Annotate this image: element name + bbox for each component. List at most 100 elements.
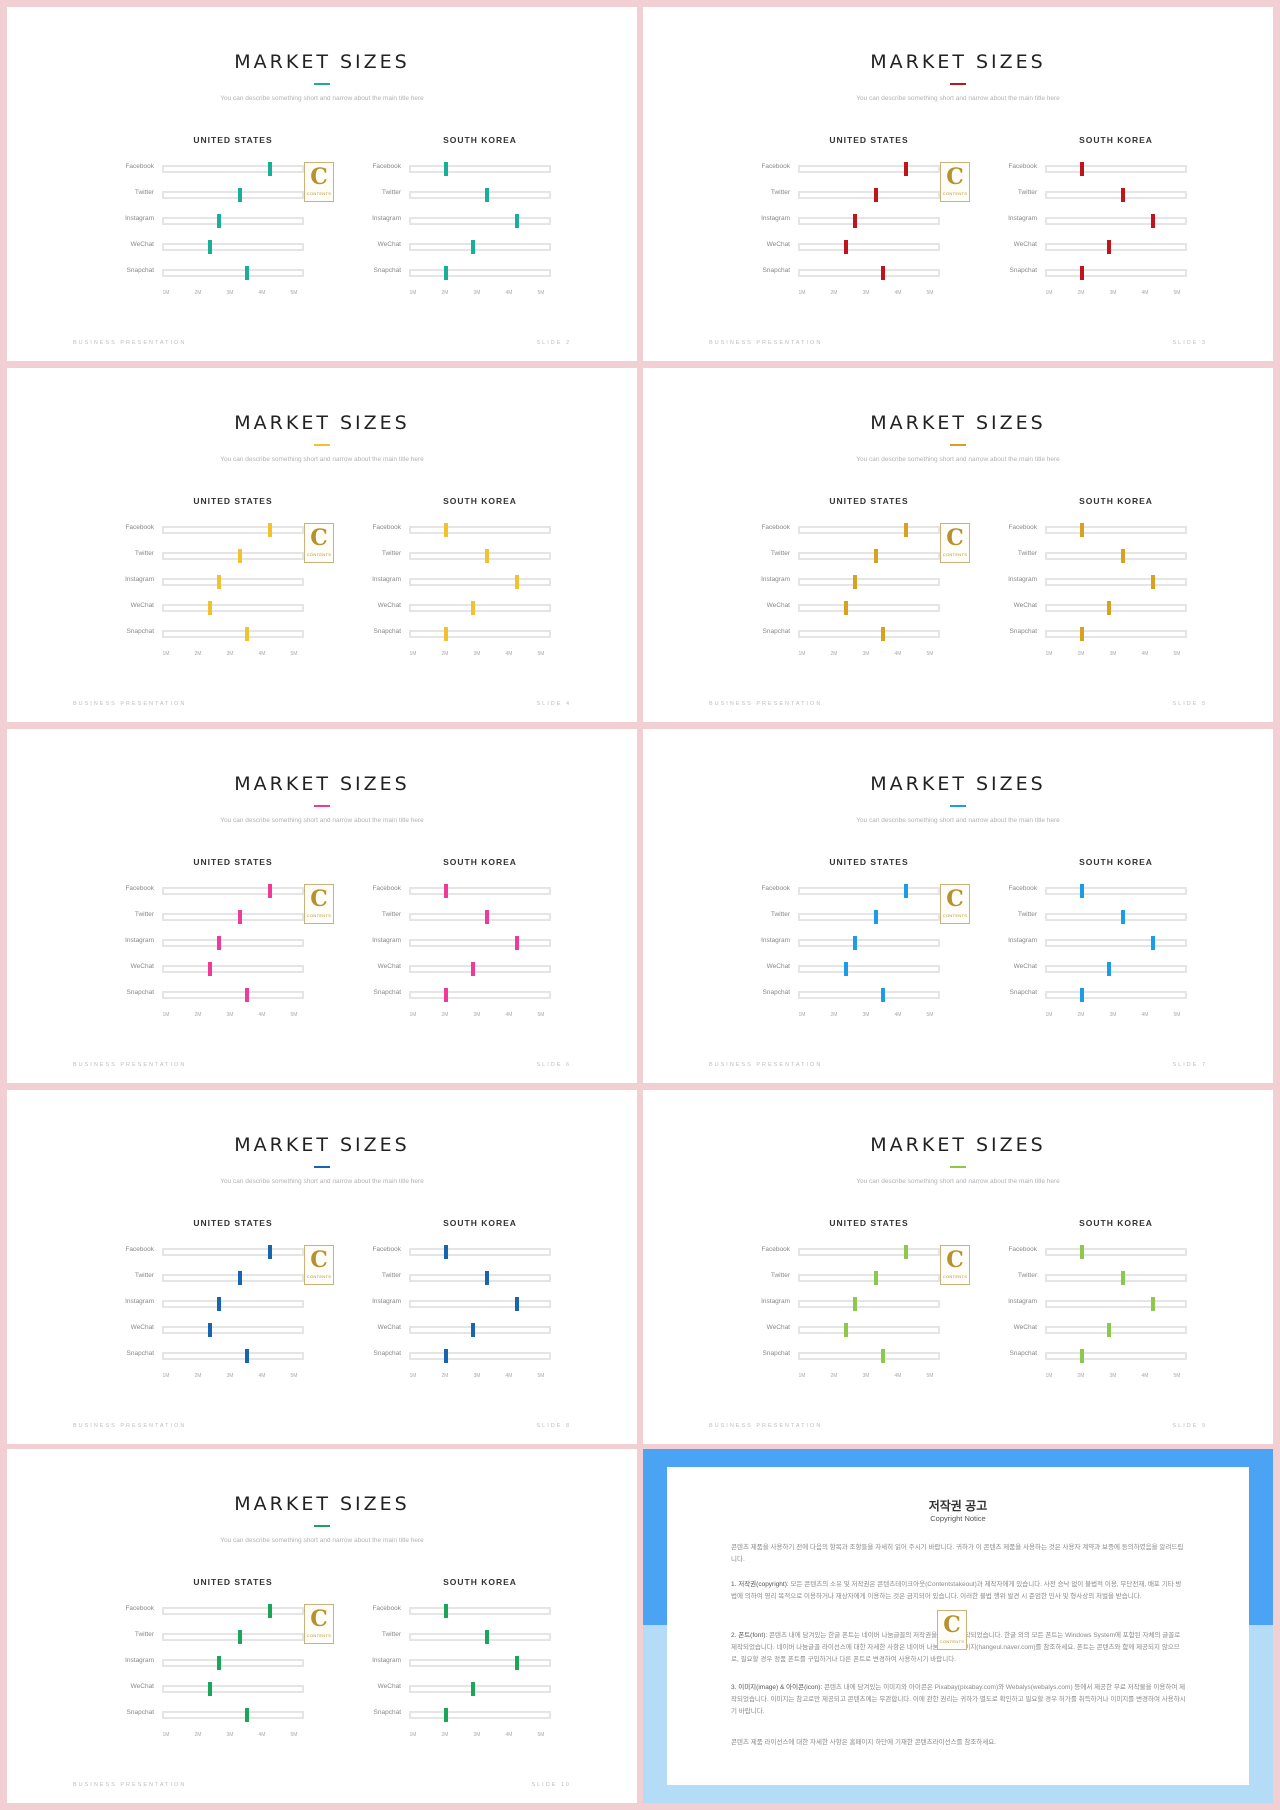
- bar-track: [409, 1708, 551, 1722]
- bar-track: [409, 523, 551, 537]
- axis-tick-label: 1M: [798, 1012, 806, 1018]
- bar-track: [409, 1245, 551, 1259]
- row-label: Snapchat: [1009, 989, 1037, 996]
- bar-marker: [207, 601, 212, 615]
- bar-track: [162, 523, 304, 537]
- panel-title: UNITED STATES: [193, 496, 273, 506]
- bar-marker: [1079, 266, 1084, 280]
- bar-track: [162, 162, 304, 176]
- row-label: WeChat: [377, 963, 401, 970]
- bar-track: [1045, 523, 1187, 537]
- logo-letter: C: [946, 525, 964, 551]
- bar-marker: [268, 1245, 273, 1259]
- logo-letter: C: [943, 1612, 961, 1638]
- contents-logo: C CONTENTS: [940, 162, 970, 202]
- axis-tick-label: 3M: [226, 1373, 234, 1379]
- slide-subtitle: You can describe something short and nar…: [220, 456, 424, 463]
- bar-marker: [843, 1323, 848, 1337]
- bar-track: [162, 936, 304, 950]
- row-label: Twitter: [1017, 189, 1037, 196]
- axis-tick-label: 5M: [290, 1373, 298, 1379]
- bar-track: [409, 884, 551, 898]
- row-label: Instagram: [125, 215, 154, 222]
- copyright-title: 저작권 공고: [928, 1499, 988, 1513]
- logo-letter: C: [946, 164, 964, 190]
- bar-marker: [484, 1271, 489, 1285]
- slide-subtitle: You can describe something short and nar…: [220, 1178, 424, 1185]
- footer-slide-number: SLIDE 5: [1172, 701, 1207, 707]
- bar-track: [162, 549, 304, 563]
- copyright-card: 저작권 공고 Copyright Notice 콘텐츠 제품을 사용하기 전에 …: [667, 1467, 1249, 1785]
- bar-marker: [471, 601, 476, 615]
- row-label: WeChat: [1013, 241, 1037, 248]
- bar-marker: [237, 188, 242, 202]
- bar-marker: [244, 266, 249, 280]
- bar-track: [162, 1349, 304, 1363]
- axis-tick-label: 2M: [1077, 1012, 1085, 1018]
- bar-track: [409, 1297, 551, 1311]
- footer-slide-number: SLIDE 7: [1172, 1062, 1207, 1068]
- bar-marker: [873, 188, 878, 202]
- bar-marker: [484, 188, 489, 202]
- row-label: Snapchat: [373, 1350, 401, 1357]
- bar-track: [409, 601, 551, 615]
- bar-marker: [853, 1297, 858, 1311]
- panel-title: UNITED STATES: [829, 135, 909, 145]
- row-label: WeChat: [1013, 602, 1037, 609]
- market-sizes-slide: MARKET SIZES You can describe something s…: [7, 1090, 637, 1444]
- bar-marker: [471, 240, 476, 254]
- logo-letter: C: [310, 886, 328, 912]
- bar-marker: [443, 627, 448, 641]
- bar-track: [409, 627, 551, 641]
- axis-tick-label: 4M: [258, 1012, 266, 1018]
- row-label: Twitter: [134, 1631, 154, 1638]
- bar-marker: [904, 884, 909, 898]
- row-label: Instagram: [125, 1298, 154, 1305]
- axis-tick-label: 3M: [473, 1732, 481, 1738]
- footer-business-presentation: BUSINESS PRESENTATION: [73, 340, 187, 346]
- row-label: WeChat: [377, 241, 401, 248]
- footer-slide-number: SLIDE 3: [1172, 340, 1207, 346]
- row-label: WeChat: [1013, 963, 1037, 970]
- slide-title: MARKET SIZES: [234, 1134, 410, 1156]
- axis-tick-label: 5M: [537, 290, 545, 296]
- axis-tick-label: 4M: [1141, 651, 1149, 657]
- copyright-section-3-text: 콘텐츠 내에 담겨있는 이미지와 아이콘은 Pixabay(pixabay.co…: [731, 1684, 1186, 1715]
- bar-marker: [484, 549, 489, 563]
- bar-marker: [237, 1271, 242, 1285]
- axis-tick-label: 2M: [441, 1012, 449, 1018]
- logo-word: CONTENTS: [942, 1274, 968, 1279]
- row-label: Snapchat: [1009, 267, 1037, 274]
- logo-letter: C: [946, 886, 964, 912]
- bar-marker: [443, 1349, 448, 1363]
- row-label: WeChat: [130, 1683, 154, 1690]
- footer-slide-number: SLIDE 2: [536, 340, 571, 346]
- slide-title: MARKET SIZES: [234, 1493, 410, 1515]
- bar-marker: [244, 1349, 249, 1363]
- row-label: Instagram: [761, 215, 790, 222]
- panel-title: SOUTH KOREA: [443, 496, 517, 506]
- row-label: Twitter: [770, 550, 790, 557]
- panel-title: SOUTH KOREA: [443, 1218, 517, 1228]
- row-label: Instagram: [125, 576, 154, 583]
- axis-tick-label: 3M: [226, 1732, 234, 1738]
- footer-slide-number: SLIDE 6: [536, 1062, 571, 1068]
- title-accent-line: [950, 805, 966, 807]
- bar-marker: [873, 1271, 878, 1285]
- row-label: Instagram: [125, 1657, 154, 1664]
- bar-track: [409, 214, 551, 228]
- bar-marker: [1120, 549, 1125, 563]
- footer-slide-number: SLIDE 4: [536, 701, 571, 707]
- contents-logo: C CONTENTS: [940, 1245, 970, 1285]
- chart-panel-united-states: UNITED STATES Facebook Twitter Instagram WeC…: [102, 7, 342, 361]
- slide-subtitle: You can describe something short and nar…: [220, 95, 424, 102]
- axis-tick-label: 5M: [537, 1012, 545, 1018]
- bar-marker: [1120, 910, 1125, 924]
- bar-marker: [443, 266, 448, 280]
- axis-tick-label: 4M: [1141, 290, 1149, 296]
- row-label: Snapchat: [373, 1709, 401, 1716]
- row-label: Instagram: [372, 215, 401, 222]
- bar-track: [162, 627, 304, 641]
- bar-track: [1045, 884, 1187, 898]
- bar-track: [409, 1682, 551, 1696]
